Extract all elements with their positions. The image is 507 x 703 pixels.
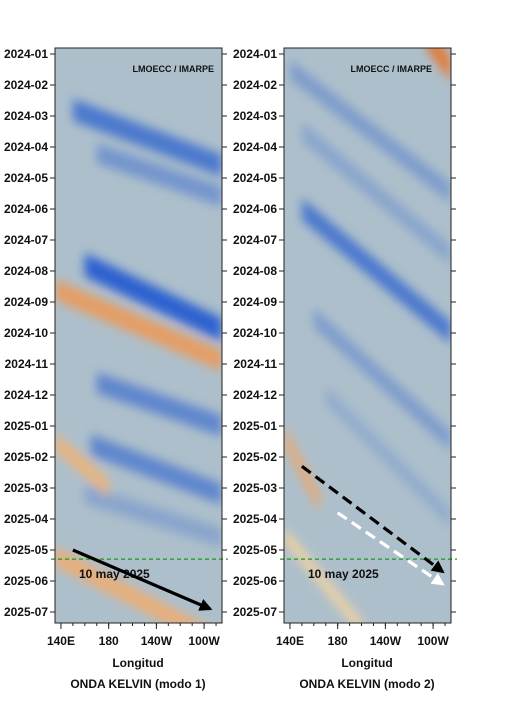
y-tick-label: 2025-06 <box>4 574 48 588</box>
y-tick-label: 2025-06 <box>233 574 277 588</box>
heatmap-field <box>284 48 451 623</box>
y-tick-label: 2025-03 <box>4 481 48 495</box>
upwelling-band <box>72 98 222 177</box>
y-tick-label: 2025-04 <box>233 512 277 526</box>
y-tick-label: 2024-12 <box>233 388 277 402</box>
plot-frame <box>54 47 223 624</box>
y-tick-label: 2024-03 <box>4 109 48 123</box>
credit-label: LMOECC / IMARPE <box>350 64 432 74</box>
x-tick-label: 140E <box>276 634 304 648</box>
panel-title: ONDA KELVIN (modo 1) <box>70 677 205 691</box>
reference-date-label: 10 may 2025 <box>79 567 150 581</box>
y-tick-label: 2025-05 <box>4 543 48 557</box>
y-tick-label: 2024-05 <box>4 171 48 185</box>
x-tick-label: 140W <box>370 634 402 648</box>
propagation-arrow <box>336 511 445 586</box>
y-tick-label: 2024-10 <box>4 326 48 340</box>
y-tick-label: 2024-07 <box>4 233 48 247</box>
y-tick-label: 2025-04 <box>4 512 48 526</box>
upwelling-band <box>325 385 451 529</box>
panel-modo-1: 2024-01 2024-02 2024-03 2024-04 2024-05 2024-… <box>4 47 228 691</box>
y-tick-label: 2024-05 <box>233 171 277 185</box>
upwelling-band <box>84 253 222 342</box>
y-tick-label: 2025-02 <box>4 450 48 464</box>
y-tick-label: 2024-11 <box>234 357 278 371</box>
y-tick-label: 2024-08 <box>233 264 277 278</box>
y-tick-label: 2024-06 <box>4 202 48 216</box>
y-tick-label: 2024-04 <box>233 140 277 154</box>
downwelling-band <box>55 279 222 372</box>
y-tick-label: 2025-07 <box>4 605 48 619</box>
y-tick-label: 2024-01 <box>233 47 277 61</box>
upwelling-band <box>84 484 222 548</box>
reference-date-label: 10 may 2025 <box>308 567 379 581</box>
y-tick-label: 2024-04 <box>4 140 48 154</box>
panel-title: ONDA KELVIN (modo 2) <box>299 677 434 691</box>
upwelling-band <box>96 143 222 207</box>
y-tick-label: 2024-11 <box>5 357 49 371</box>
downwelling-band <box>55 546 203 623</box>
upwelling-band <box>90 434 222 505</box>
y-tick-label: 2024-06 <box>233 202 277 216</box>
x-tick-label: 180 <box>328 634 348 648</box>
x-tick-label: 140W <box>141 634 173 648</box>
panel-modo-2: 2024-01 2024-02 2024-03 2024-04 2024-05 2024-… <box>233 47 457 691</box>
x-tick-label: 180 <box>99 634 119 648</box>
x-tick-label: 100W <box>417 634 449 648</box>
downwelling-band <box>284 526 362 623</box>
upwelling-band <box>301 122 451 265</box>
y-tick-label: 2024-07 <box>233 233 277 247</box>
y-tick-label: 2024-03 <box>233 109 277 123</box>
y-tick-label: 2025-07 <box>233 605 277 619</box>
x-tick-label: 140E <box>47 634 75 648</box>
credit-label: LMOECC / IMARPE <box>132 64 214 74</box>
y-tick-label: 2025-05 <box>233 543 277 557</box>
upwelling-band <box>301 198 451 344</box>
y-tick-label: 2024-10 <box>233 326 277 340</box>
x-axis-label: Longitud <box>341 656 392 670</box>
y-tick-label: 2024-09 <box>233 295 277 309</box>
y-tick-label: 2025-03 <box>233 481 277 495</box>
x-axis-label: Longitud <box>112 656 163 670</box>
y-tick-label: 2024-12 <box>4 388 48 402</box>
upwelling-band <box>313 307 451 452</box>
downwelling-band <box>427 48 451 82</box>
y-tick-label: 2025-01 <box>233 419 277 433</box>
plot-frame <box>283 47 452 624</box>
y-tick-label: 2024-02 <box>233 78 277 92</box>
propagation-arrow <box>300 465 445 574</box>
y-tick-label: 2024-08 <box>4 264 48 278</box>
upwelling-band <box>289 59 451 204</box>
y-tick-label: 2024-02 <box>4 78 48 92</box>
y-tick-label: 2025-02 <box>233 450 277 464</box>
downwelling-band <box>284 425 320 514</box>
upwelling-band <box>96 372 222 437</box>
y-tick-label: 2025-01 <box>4 419 48 433</box>
x-tick-label: 100W <box>188 634 220 648</box>
y-tick-label: 2024-09 <box>4 295 48 309</box>
propagation-arrow <box>72 548 213 611</box>
downwelling-band <box>55 432 109 498</box>
heatmap-field <box>55 48 222 623</box>
y-tick-label: 2024-01 <box>4 47 48 61</box>
